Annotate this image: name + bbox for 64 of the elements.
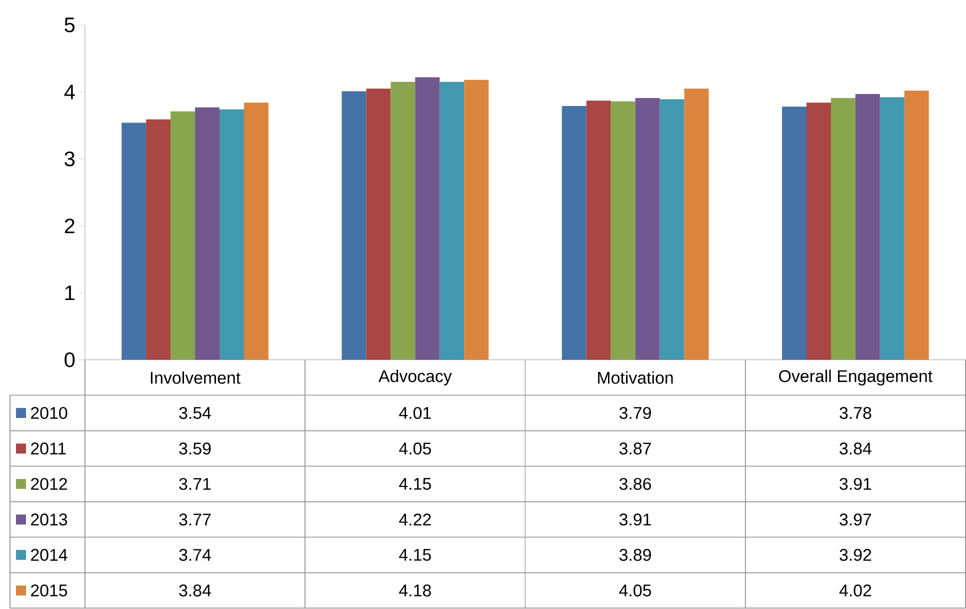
- data-label: 3.54: [179, 407, 211, 420]
- bar: [342, 91, 366, 360]
- bar: [366, 88, 391, 360]
- data-label: 4.15: [399, 549, 431, 561]
- bar: [684, 88, 709, 360]
- legend-label: 2013: [31, 514, 68, 526]
- y-tick-label: 1: [65, 286, 74, 300]
- bar: [855, 94, 880, 360]
- x-tick-label: Overall Engagement: [779, 370, 932, 386]
- bar: [464, 80, 489, 360]
- bar: [122, 122, 146, 360]
- bar: [390, 82, 416, 360]
- y-tick-label: 2: [64, 218, 74, 234]
- data-label: 3.78: [840, 407, 872, 420]
- bar: [415, 77, 440, 360]
- data-label: 3.86: [619, 478, 651, 490]
- bar: [610, 101, 636, 360]
- y-tick-label: 4: [64, 84, 75, 100]
- data-label: 3.87: [619, 442, 651, 455]
- data-label: 3.59: [179, 442, 211, 455]
- bar: [562, 106, 586, 360]
- legend-label: 2012: [31, 478, 67, 490]
- legend-label: 2015: [31, 584, 68, 597]
- x-tick-label: Motivation: [598, 372, 673, 384]
- data-label: 4.01: [399, 407, 431, 420]
- bar: [586, 100, 611, 360]
- bar: [782, 106, 806, 360]
- data-label: 4.02: [839, 584, 872, 597]
- x-tick-label: Involvement: [150, 372, 240, 384]
- bar: [170, 112, 196, 360]
- data-label: 3.84: [840, 442, 872, 455]
- data-label: 3.91: [619, 514, 651, 526]
- legend-label: 2011: [31, 442, 66, 455]
- data-label: 3.97: [840, 514, 872, 526]
- data-label: 3.84: [179, 584, 211, 597]
- data-label: 3.77: [179, 514, 211, 526]
- bar: [220, 110, 244, 360]
- data-label: 3.79: [619, 407, 651, 420]
- data-label: 4.15: [399, 478, 431, 490]
- bar: [880, 97, 904, 360]
- data-label: 3.91: [840, 478, 872, 490]
- bar: [830, 98, 856, 360]
- legend-label: 2010: [31, 407, 68, 420]
- data-label: 4.05: [619, 584, 652, 597]
- bar: [806, 102, 831, 360]
- y-tick-label: 3: [64, 152, 75, 166]
- data-label: 4.18: [399, 584, 431, 597]
- data-label: 3.92: [840, 549, 872, 562]
- bar: [146, 120, 171, 360]
- y-tick-label: 5: [64, 18, 75, 32]
- bar: [904, 90, 929, 360]
- bar: [635, 98, 660, 360]
- bar: [195, 108, 220, 360]
- bar: [244, 102, 268, 360]
- data-label: 3.89: [619, 549, 651, 562]
- bar: [440, 82, 464, 360]
- data-label: 3.74: [179, 549, 211, 562]
- y-tick-label: 0: [64, 352, 75, 368]
- data-label: 3.71: [179, 478, 211, 490]
- data-label: 4.22: [399, 514, 431, 526]
- bar: [660, 99, 684, 360]
- legend-label: 2014: [31, 549, 68, 562]
- x-tick-label: Advocacy: [378, 370, 452, 386]
- data-label: 4.05: [399, 442, 431, 455]
